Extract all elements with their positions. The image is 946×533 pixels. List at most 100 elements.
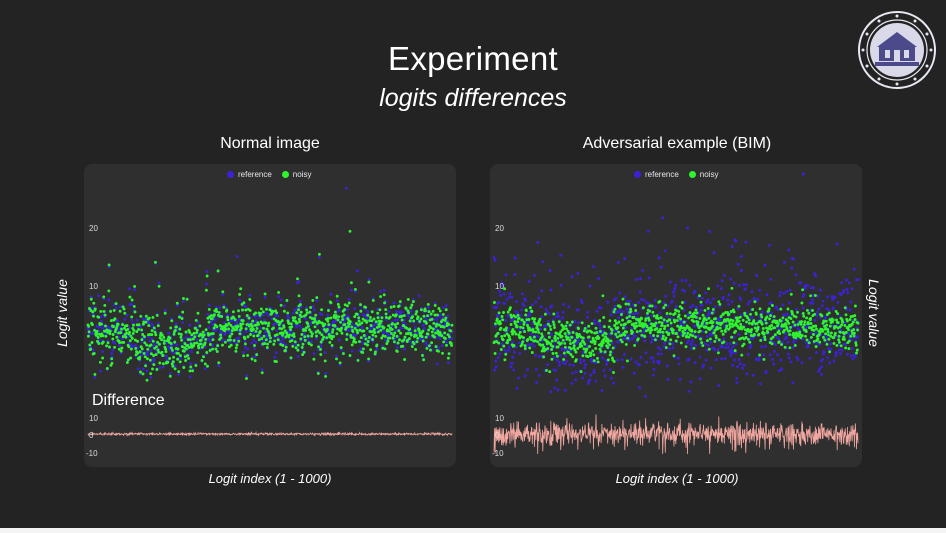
noisy-point [245, 377, 248, 380]
noisy-point [573, 339, 577, 342]
noisy-point [499, 348, 503, 351]
noisy-point [430, 341, 434, 345]
reference-point [532, 273, 536, 277]
noisy-point [152, 354, 156, 357]
reference-point [402, 318, 406, 322]
university-seal-logo [858, 11, 936, 89]
reference-point [560, 346, 564, 350]
noisy-point [392, 334, 396, 337]
noisy-point [295, 311, 299, 315]
noisy-point [653, 324, 657, 328]
noisy-point [851, 320, 855, 324]
noisy-point [309, 343, 313, 347]
reference-point [395, 346, 399, 349]
reference-point [546, 363, 550, 367]
noisy-point [552, 323, 556, 327]
reference-point [722, 295, 725, 299]
noisy-point [626, 336, 630, 340]
noisy-point [614, 332, 618, 336]
reference-point [673, 286, 677, 290]
reference-point [737, 358, 741, 362]
noisy-point [443, 337, 447, 340]
reference-point [513, 273, 517, 276]
noisy-point [625, 359, 629, 363]
noisy-point [247, 324, 251, 328]
reference-point [510, 295, 514, 299]
noisy-point [101, 340, 105, 344]
difference-line [493, 414, 859, 455]
noisy-point [136, 351, 140, 355]
noisy-point [695, 311, 699, 315]
noisy-point [339, 346, 343, 350]
reference-point [623, 295, 627, 299]
noisy-point [450, 323, 454, 327]
noisy-point [776, 322, 780, 326]
reference-point [563, 348, 567, 352]
noisy-point [531, 328, 535, 331]
noisy-point [736, 316, 740, 320]
noisy-point [289, 328, 293, 331]
noisy-point [326, 319, 330, 323]
noisy-point [852, 331, 856, 335]
noisy-point [826, 328, 830, 332]
noisy-point [229, 323, 233, 327]
noisy-point [150, 329, 154, 333]
reference-point [400, 310, 404, 314]
noisy-point [261, 310, 265, 314]
noisy-point [393, 331, 397, 335]
noisy-point [632, 322, 636, 326]
reference-point [575, 340, 579, 344]
reference-point [394, 310, 398, 314]
reference-point [254, 319, 258, 322]
noisy-point [718, 326, 722, 330]
noisy-point [192, 331, 196, 335]
noisy-point [97, 315, 101, 319]
noisy-point [679, 341, 683, 345]
noisy-point [445, 343, 448, 347]
reference-point [557, 360, 561, 364]
noisy-point [563, 341, 567, 345]
noisy-point [698, 316, 702, 320]
noisy-point [202, 355, 205, 359]
noisy-point [362, 347, 365, 351]
noisy-point [262, 326, 266, 330]
reference-point [764, 345, 767, 348]
reference-point [579, 298, 583, 302]
reference-point [243, 345, 247, 349]
noisy-point [337, 305, 341, 309]
reference-point [508, 295, 512, 299]
noisy-point [214, 307, 218, 311]
reference-point [267, 314, 271, 318]
noisy-point [854, 343, 858, 347]
noisy-point [357, 316, 361, 320]
noisy-point [803, 320, 807, 324]
reference-point [804, 284, 807, 287]
reference-point [401, 326, 405, 330]
noisy-point [511, 327, 515, 331]
noisy-point [227, 327, 231, 331]
noisy-point [383, 334, 387, 338]
reference-point [691, 303, 695, 307]
noisy-point [728, 325, 732, 329]
noisy-point [215, 310, 219, 314]
reference-point [782, 260, 786, 264]
reference-point [847, 281, 851, 285]
reference-point [708, 301, 712, 305]
noisy-point [421, 354, 424, 357]
reference-point [252, 338, 256, 342]
reference-point [538, 355, 541, 358]
reference-point [282, 304, 286, 308]
reference-point [593, 322, 597, 326]
noisy-point [200, 359, 204, 362]
noisy-point [639, 329, 642, 333]
reference-point [218, 306, 222, 310]
noisy-point [684, 345, 688, 349]
noisy-point [658, 300, 662, 303]
noisy-point [629, 307, 633, 311]
reference-point [727, 303, 731, 306]
noisy-point [375, 343, 379, 347]
reference-point [839, 293, 843, 297]
noisy-point [518, 330, 522, 334]
noisy-point [722, 312, 725, 316]
noisy-point [96, 336, 100, 339]
